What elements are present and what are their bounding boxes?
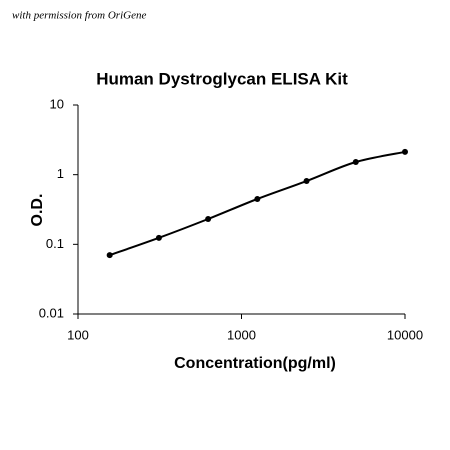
x-tick-label: 1000 <box>227 327 256 342</box>
x-axis-label: Concentration(pg/ml) <box>174 355 336 372</box>
y-axis-label: O.D. <box>29 194 46 227</box>
watermark: with permission from OriGene <box>12 10 146 22</box>
point <box>303 178 310 185</box>
chart-title: Human Dystroglycan ELISA Kit <box>96 69 348 88</box>
point <box>254 195 261 202</box>
point <box>205 216 212 223</box>
y-tick-label: 10 <box>50 96 64 111</box>
point <box>155 234 162 241</box>
point <box>402 148 408 155</box>
x-tick-label: 100 <box>67 327 89 342</box>
curve <box>109 150 406 257</box>
point <box>352 158 359 165</box>
x-tick-label: 10000 <box>387 327 423 342</box>
point <box>106 252 113 259</box>
y-tick-label: 1 <box>57 166 64 181</box>
y-tick-label: 0.01 <box>39 305 64 320</box>
y-tick-label: 0.1 <box>46 236 64 251</box>
